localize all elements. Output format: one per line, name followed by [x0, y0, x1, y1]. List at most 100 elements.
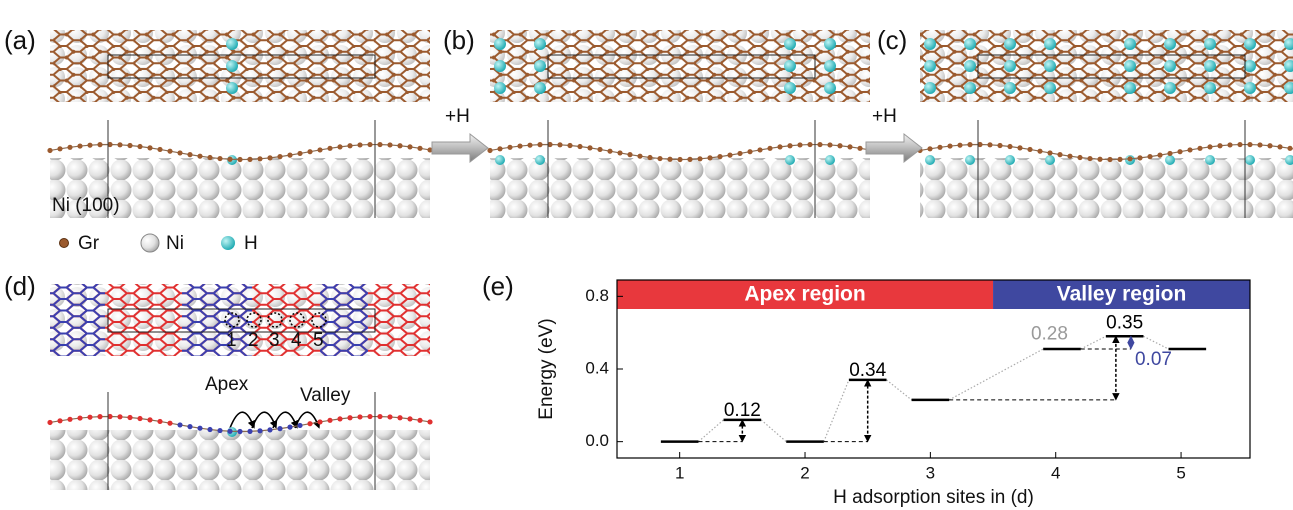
carbon	[927, 146, 932, 151]
carbon	[377, 142, 382, 147]
carbon	[227, 429, 232, 434]
carbon	[947, 143, 952, 148]
carbon	[327, 418, 332, 423]
carbon	[747, 149, 752, 154]
carbon	[137, 416, 142, 421]
carbon	[1047, 150, 1052, 155]
connector	[761, 420, 786, 442]
carbon	[1227, 142, 1232, 147]
carbon	[517, 143, 522, 148]
carbon	[157, 419, 162, 424]
hydrogen	[824, 38, 836, 50]
carbon	[87, 143, 92, 148]
hydrogen	[494, 82, 506, 94]
carbon	[537, 142, 542, 147]
valley-graphene	[182, 284, 252, 356]
carbon	[407, 144, 412, 149]
hydrogen	[785, 155, 795, 165]
hydrogen	[824, 82, 836, 94]
hydrogen	[1164, 82, 1176, 94]
carbon	[357, 414, 362, 419]
carbon	[337, 144, 342, 149]
carbon	[187, 424, 192, 429]
legend-gr	[60, 239, 69, 248]
hydrogen	[1044, 82, 1056, 94]
hydrogen	[494, 60, 506, 72]
hydrogen	[825, 155, 835, 165]
carbon	[47, 148, 52, 153]
hydrogen	[1044, 38, 1056, 50]
carbon	[387, 414, 392, 419]
carbon	[1137, 155, 1142, 160]
hydrogen	[1124, 38, 1136, 50]
x-tick-label: 4	[1051, 463, 1060, 482]
carbon	[367, 414, 372, 419]
carbon	[117, 414, 122, 419]
carbon	[377, 414, 382, 419]
x-tick-label: 1	[675, 463, 684, 482]
carbon	[1187, 147, 1192, 152]
hydrogen	[964, 60, 976, 72]
barrier-label: 0.28	[1031, 324, 1068, 345]
hydrogen	[494, 38, 506, 50]
carbon	[97, 414, 102, 419]
carbon	[57, 146, 62, 151]
carbon	[307, 149, 312, 154]
carbon	[197, 154, 202, 159]
carbon	[787, 143, 792, 148]
carbon	[417, 146, 422, 151]
top-view-graphene	[490, 30, 870, 102]
carbon	[527, 143, 532, 148]
x-axis-title: H adsorption sites in (d)	[833, 487, 1034, 508]
carbon	[207, 427, 212, 432]
carbon	[147, 417, 152, 422]
carbon	[837, 143, 842, 148]
connector	[698, 420, 723, 442]
hydrogen	[1244, 60, 1256, 72]
carbon	[247, 429, 252, 434]
y-tick-label: 0.0	[585, 431, 609, 450]
hydrogen	[1005, 155, 1015, 165]
hydrogen	[226, 82, 238, 94]
valley-graphene	[50, 284, 105, 356]
carbon	[197, 426, 202, 431]
carbon	[127, 415, 132, 420]
carbon	[1067, 154, 1072, 159]
panel-label: (c)	[877, 25, 907, 55]
site-label: 3	[269, 330, 280, 351]
carbon	[857, 146, 862, 151]
carbon	[297, 423, 302, 428]
carbon	[267, 155, 272, 160]
carbon	[627, 152, 632, 157]
carbon	[997, 143, 1002, 148]
hydrogen	[226, 38, 238, 50]
carbon	[217, 428, 222, 433]
carbon	[967, 142, 972, 147]
carbon	[137, 144, 142, 149]
carbon	[597, 147, 602, 152]
legend-label: Ni	[166, 233, 184, 254]
carbon	[1077, 155, 1082, 160]
carbon	[427, 419, 432, 424]
carbon	[397, 415, 402, 420]
region-label: Apex region	[744, 283, 865, 306]
carbon	[617, 150, 622, 155]
ni-slab	[920, 158, 1293, 218]
carbon	[257, 156, 262, 161]
hydrogen	[925, 155, 935, 165]
legend-h	[221, 236, 235, 250]
carbon	[1037, 149, 1042, 154]
hop-arrow	[252, 412, 275, 428]
connector	[1081, 336, 1106, 349]
barrier-label: 0.35	[1106, 313, 1143, 334]
x-tick-label: 2	[800, 463, 809, 482]
carbon	[347, 415, 352, 420]
panel-label: (a)	[4, 25, 36, 55]
carbon	[247, 157, 252, 162]
carbon	[397, 143, 402, 148]
carbon	[687, 157, 692, 162]
hydrogen	[784, 82, 796, 94]
hydrogen	[1204, 82, 1216, 94]
structures: 1122334455	[47, 30, 1293, 490]
carbon	[87, 415, 92, 420]
